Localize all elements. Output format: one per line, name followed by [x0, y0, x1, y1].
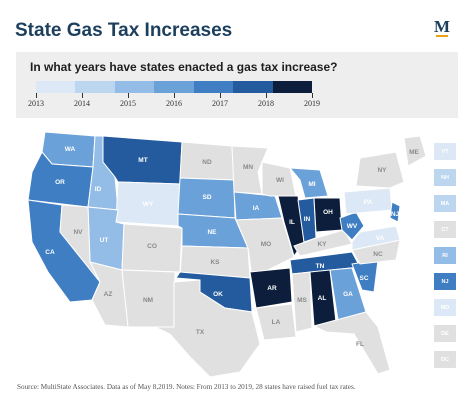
- legend-tick: [174, 93, 175, 98]
- state-mo: [235, 217, 295, 279]
- state-va: [351, 225, 401, 251]
- sidebar-state-ri: RI: [434, 247, 456, 264]
- state-label-mi: MI: [308, 181, 315, 188]
- legend-tick: [220, 93, 221, 98]
- state-label-wa: WA: [65, 146, 76, 153]
- sidebar-state-vt: VT: [434, 143, 456, 160]
- state-label-nm: NM: [143, 297, 153, 304]
- state-label-ne: NE: [207, 229, 217, 236]
- sidebar-state-de: DE: [434, 325, 456, 342]
- state-label-il: IL: [289, 219, 295, 226]
- state-label-ok: OK: [213, 291, 223, 298]
- state-label-mt: MT: [138, 157, 147, 164]
- logo-letter: M: [434, 17, 450, 36]
- state-label-sd: SD: [202, 194, 211, 201]
- legend-ticks: 2013 2014 2015 2016 2017 2018 2019: [28, 93, 320, 109]
- legend-swatch-2019: [272, 81, 312, 93]
- state-label-ca: CA: [45, 249, 55, 256]
- source-note: Source: MultiState Associates. Data as o…: [17, 383, 356, 391]
- us-map-svg: WA OR CA ID MT WY UT NV AZ CO NM ND SD NE KS OK TX MN IA MO…: [27, 131, 427, 378]
- us-map: WA OR CA ID MT WY UT NV AZ CO NM ND SD NE KS OK TX MN IA MO…: [0, 122, 474, 384]
- state-me: [403, 135, 427, 167]
- legend-tick: [266, 93, 267, 98]
- state-label-in: IN: [304, 216, 311, 223]
- legend-tick-label: 2014: [74, 99, 90, 108]
- state-label-me: ME: [409, 149, 419, 156]
- legend-swatch-2013: [36, 81, 76, 93]
- page-title: State Gas Tax Increases: [15, 20, 233, 41]
- state-label-or: OR: [55, 179, 65, 186]
- legend-color-scale: [36, 81, 312, 93]
- state-label-nc: NC: [373, 251, 383, 258]
- state-label-ks: KS: [210, 259, 220, 266]
- state-label-nv: NV: [73, 229, 83, 236]
- state-label-co: CO: [147, 243, 157, 250]
- state-label-ia: IA: [253, 205, 260, 212]
- sidebar-state-nh: NH: [434, 169, 456, 186]
- state-label-nj: NJ: [391, 211, 400, 218]
- legend-swatch-2014: [75, 81, 115, 93]
- state-label-ky: KY: [317, 241, 327, 248]
- state-label-ny: NY: [377, 167, 387, 174]
- state-label-wv: WV: [347, 223, 358, 230]
- sidebar-state-nj: NJ: [434, 273, 456, 290]
- state-ms: [291, 271, 313, 333]
- state-label-ms: MS: [297, 297, 307, 304]
- legend-tick-label: 2019: [304, 99, 320, 108]
- legend-swatch-2016: [154, 81, 194, 93]
- state-label-wy: WY: [143, 201, 154, 208]
- legend-tick-label: 2015: [120, 99, 136, 108]
- state-label-ut: UT: [100, 237, 109, 244]
- logo-underline: [436, 35, 448, 37]
- legend-swatch-2018: [233, 81, 273, 93]
- state-label-fl: FL: [356, 341, 364, 348]
- state-ar: [249, 267, 293, 309]
- legend-question: In what years have states enacted a gas …: [30, 60, 338, 74]
- state-label-sc: SC: [359, 275, 368, 282]
- state-label-tx: TX: [196, 329, 205, 336]
- legend-tick-label: 2013: [28, 99, 44, 108]
- state-nj: [389, 201, 401, 223]
- sidebar-state-ma: MA: [434, 195, 456, 212]
- legend-panel: In what years have states enacted a gas …: [16, 52, 458, 118]
- state-mn: [231, 145, 269, 195]
- legend-swatch-2015: [114, 81, 155, 93]
- state-label-tn: TN: [316, 263, 325, 270]
- state-label-az: AZ: [104, 291, 113, 298]
- state-ny: [355, 151, 405, 189]
- sidebar-state-dc: DC: [434, 351, 456, 368]
- sidebar-state-ct: CT: [434, 221, 456, 238]
- state-tx: [154, 279, 261, 378]
- legend-tick-label: 2018: [258, 99, 274, 108]
- state-label-ar: AR: [267, 285, 277, 292]
- state-label-ga: GA: [343, 291, 353, 298]
- state-label-va: VA: [376, 235, 385, 242]
- state-fl: [312, 311, 391, 375]
- state-la: [255, 303, 297, 341]
- state-label-mo: MO: [261, 241, 271, 248]
- legend-tick-label: 2016: [166, 99, 182, 108]
- legend-tick: [312, 93, 313, 98]
- legend-tick: [82, 93, 83, 98]
- state-ky: [293, 229, 353, 257]
- legend-tick-label: 2017: [212, 99, 228, 108]
- state-label-oh: OH: [323, 209, 333, 216]
- state-label-la: LA: [272, 319, 281, 326]
- state-label-wi: WI: [276, 177, 284, 184]
- legend-swatch-2017: [193, 81, 234, 93]
- legend-tick: [36, 93, 37, 98]
- state-label-mn: MN: [243, 164, 253, 171]
- state-label-id: ID: [95, 186, 102, 193]
- state-label-nd: ND: [202, 159, 212, 166]
- state-label-pa: PA: [364, 199, 373, 206]
- state-mi: [288, 167, 329, 199]
- legend-tick: [128, 93, 129, 98]
- sidebar-state-md: MD: [434, 299, 456, 316]
- state-label-al: AL: [318, 295, 327, 302]
- multistate-logo: M: [434, 17, 450, 37]
